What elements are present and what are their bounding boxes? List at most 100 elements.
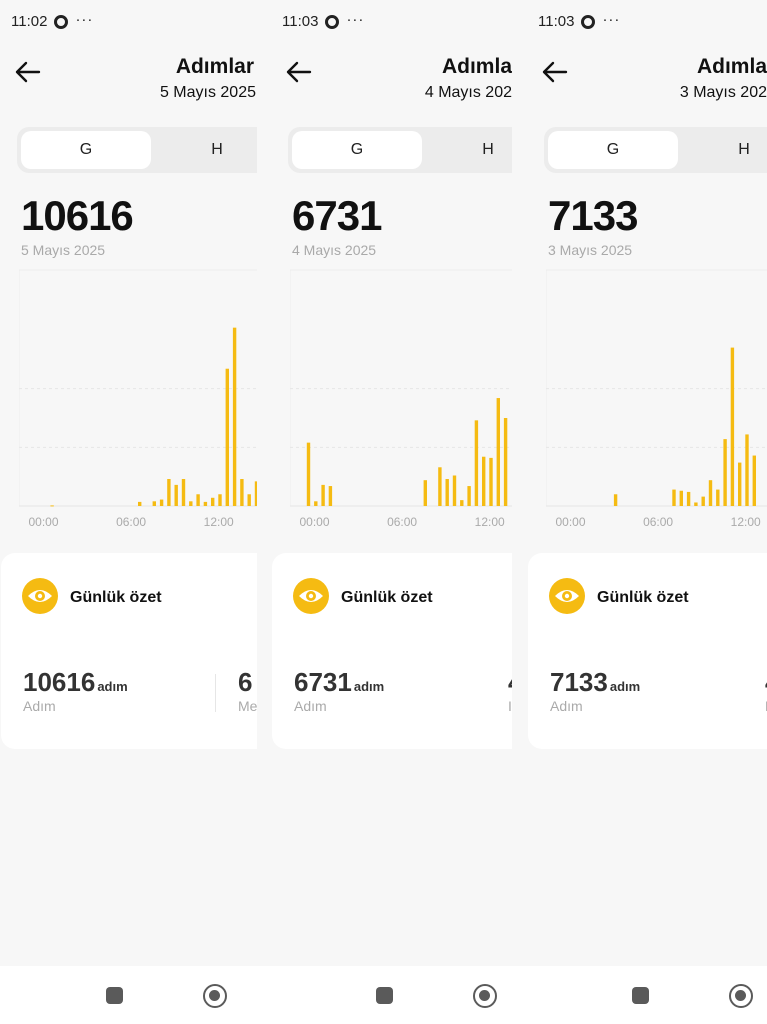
x-tick-label: 00:00 xyxy=(555,515,585,529)
step-bar xyxy=(752,455,756,506)
hourly-steps-chart: 00:00 06:00 12:00 xyxy=(290,268,512,534)
step-bar xyxy=(232,327,237,506)
step-bar xyxy=(701,496,705,506)
page-title: Adımla xyxy=(696,55,767,78)
summary-steps-label: Adım xyxy=(550,698,583,714)
page-date: 4 Mayıs 202 xyxy=(424,84,512,101)
period-selector: G H xyxy=(17,127,257,173)
step-bar xyxy=(152,501,156,506)
total-steps: 10616 xyxy=(21,192,134,239)
back-arrow-icon[interactable] xyxy=(540,60,568,84)
more-notifications-icon: ··· xyxy=(346,10,365,28)
step-bar xyxy=(50,505,54,507)
step-bar xyxy=(745,434,749,506)
step-bar xyxy=(189,501,193,506)
summary-steps-value: 7133 xyxy=(550,667,608,697)
steps-date: 4 Mayıs 2025 xyxy=(292,242,377,258)
status-time: 11:02 xyxy=(11,13,48,30)
notification-ring-icon xyxy=(54,14,69,29)
step-bar xyxy=(679,490,683,506)
step-bar xyxy=(503,418,508,506)
hourly-steps-chart: 00:00 06:00 12:00 xyxy=(546,268,767,534)
step-bar xyxy=(445,479,449,506)
home-circle-icon[interactable] xyxy=(203,984,227,1008)
step-bar xyxy=(196,494,200,506)
recents-square-icon[interactable] xyxy=(106,987,123,1004)
x-tick-label: 00:00 xyxy=(299,515,329,529)
step-bar xyxy=(218,494,222,506)
step-bar xyxy=(686,491,691,506)
step-bar xyxy=(672,489,676,506)
step-bar xyxy=(708,480,713,506)
tab-week[interactable]: H xyxy=(211,141,223,158)
step-bar xyxy=(452,475,457,506)
summary-second-value: 4 xyxy=(765,667,767,698)
back-arrow-icon[interactable] xyxy=(284,60,312,84)
summary-steps-label: Adım xyxy=(23,698,56,714)
summary-second-value: 4 xyxy=(508,667,512,698)
more-notifications-icon: ··· xyxy=(75,10,94,28)
notification-ring-icon xyxy=(581,14,596,29)
step-bar xyxy=(203,501,208,506)
summary-title: Günlük özet xyxy=(70,589,162,606)
step-bar xyxy=(328,486,333,506)
step-bar xyxy=(321,484,325,506)
summary-steps-unit: adım xyxy=(97,679,128,694)
step-bar xyxy=(240,479,244,506)
x-tick-label: 12:00 xyxy=(475,515,505,529)
summary-steps-label: Adım xyxy=(294,698,327,714)
x-tick-label: 06:00 xyxy=(116,515,146,529)
summary-divider xyxy=(215,674,216,712)
tab-week[interactable]: H xyxy=(738,141,750,158)
summary-steps-unit: adım xyxy=(353,679,385,694)
tab-week[interactable]: H xyxy=(482,141,494,158)
page-date: 5 Mayıs 2025 xyxy=(159,84,256,101)
page-title: Adımlar xyxy=(175,55,254,78)
step-bar xyxy=(254,481,257,506)
step-bar xyxy=(159,499,164,506)
steps-date: 5 Mayıs 2025 xyxy=(21,242,106,258)
summary-steps-value: 10616 xyxy=(23,667,96,697)
daily-summary-card[interactable]: Günlük özet 10616 adım Adım 6 Me xyxy=(1,553,257,749)
summary-second-label: N xyxy=(765,698,767,714)
step-bar xyxy=(247,494,251,506)
step-bar xyxy=(138,501,142,506)
status-bar: 11:03 ··· xyxy=(538,12,620,31)
steps-date: 3 Mayıs 2025 xyxy=(548,242,633,258)
tab-day[interactable]: G xyxy=(292,131,422,169)
status-time: 11:03 xyxy=(538,13,575,30)
summary-second-label: I xyxy=(508,698,512,714)
page-title: Adımla xyxy=(441,55,512,78)
step-bar xyxy=(723,439,727,506)
page-date: 3 Mayıs 202 xyxy=(679,84,767,101)
recents-square-icon[interactable] xyxy=(632,987,649,1004)
step-bar xyxy=(482,456,486,506)
summary-second-label: Me xyxy=(238,698,257,714)
eye-icon xyxy=(22,578,58,614)
status-time: 11:03 xyxy=(282,13,319,30)
step-bar xyxy=(474,420,479,506)
step-bar xyxy=(167,479,171,506)
notification-ring-icon xyxy=(325,14,340,29)
tab-day[interactable]: G xyxy=(548,131,678,169)
period-selector: G H xyxy=(288,127,512,173)
status-bar: 11:02 ··· xyxy=(11,10,94,31)
recents-square-icon[interactable] xyxy=(376,987,393,1004)
step-bar xyxy=(613,494,618,506)
home-circle-icon[interactable] xyxy=(729,984,753,1008)
home-circle-icon[interactable] xyxy=(473,984,497,1008)
hourly-steps-chart: 00:00 06:00 12:00 xyxy=(19,268,257,534)
step-bar xyxy=(174,484,178,506)
x-tick-label: 12:00 xyxy=(731,515,761,529)
tab-day[interactable]: G xyxy=(21,131,151,169)
step-bar xyxy=(738,462,742,506)
summary-steps-unit: adım xyxy=(609,679,641,694)
x-tick-label: 00:00 xyxy=(28,515,58,529)
step-bar xyxy=(489,457,493,506)
panel-day-2: 11:03 ··· Adımla 4 Mayıs 202 G H 6731 4 … xyxy=(271,0,512,966)
back-arrow-icon[interactable] xyxy=(13,60,41,84)
x-tick-label: 06:00 xyxy=(387,515,417,529)
step-bar xyxy=(716,489,720,506)
